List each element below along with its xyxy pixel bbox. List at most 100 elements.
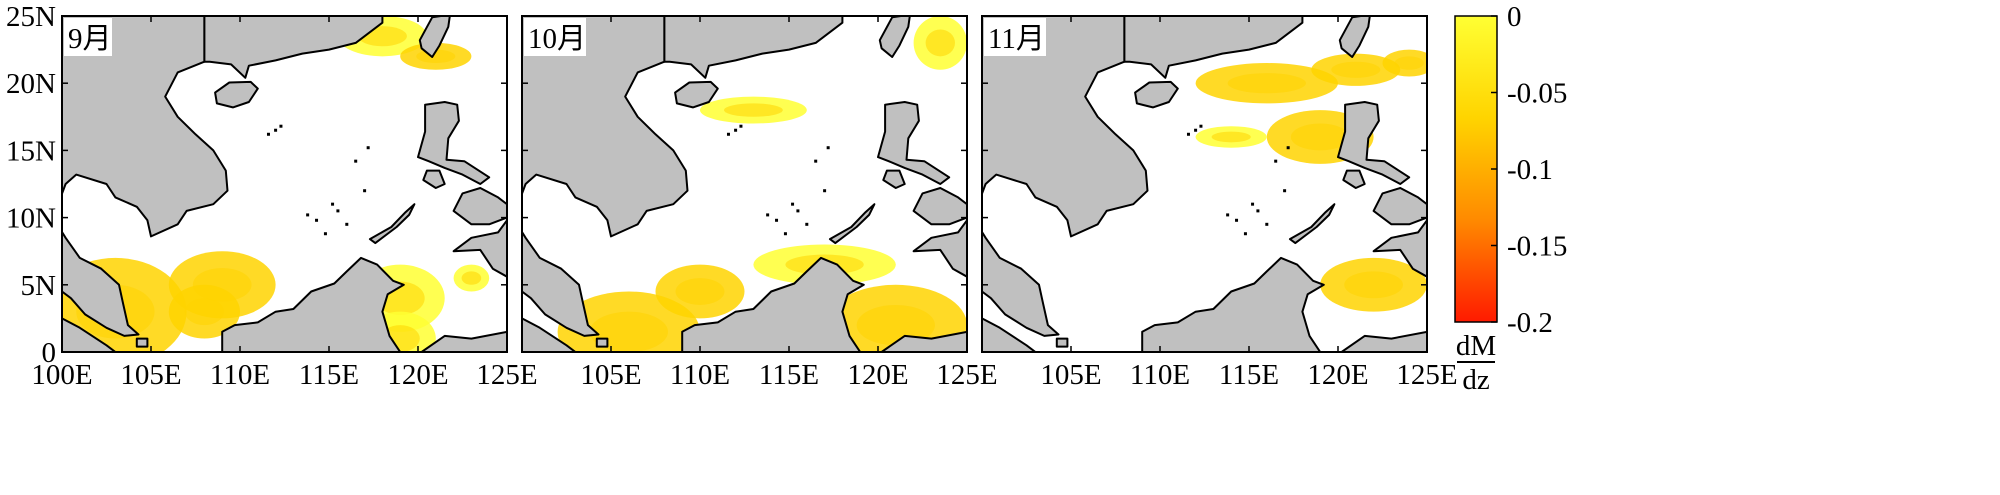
- x-tick-label: 120E: [847, 359, 908, 391]
- island-mark: [739, 124, 743, 128]
- colorbar-tick-label: -0.1: [1507, 154, 1553, 186]
- island-mark: [1199, 124, 1203, 128]
- colorbar-unit-numerator: dM: [1456, 330, 1496, 362]
- anomaly-patch-core: [1344, 271, 1403, 299]
- island-mark: [726, 132, 730, 136]
- landmass: [828, 203, 876, 245]
- island-mark: [1256, 209, 1260, 213]
- island-mark: [315, 218, 319, 222]
- island-mark: [345, 222, 349, 226]
- land: [982, 16, 1427, 352]
- landmass: [880, 330, 967, 352]
- island-mark: [734, 128, 738, 132]
- island-mark: [1265, 222, 1269, 226]
- x-tick-label: 125E: [476, 359, 537, 391]
- land: [62, 16, 507, 352]
- landmass: [912, 187, 967, 226]
- colorbar-tick-label: -0.05: [1507, 78, 1567, 110]
- landmass: [368, 203, 416, 245]
- island-mark: [775, 218, 779, 222]
- island-mark: [1274, 159, 1278, 163]
- anomaly-patch-core: [856, 304, 935, 346]
- landmass: [452, 219, 507, 278]
- landmass: [135, 337, 149, 348]
- colorbar-unit-denominator: dz: [1462, 364, 1490, 396]
- month-label-background: [984, 18, 1046, 56]
- colorbar-gradient: [1454, 15, 1498, 323]
- landmass: [417, 101, 491, 185]
- landmass: [681, 256, 865, 352]
- x-tick-label: 125E: [936, 359, 997, 391]
- landmass: [1134, 80, 1179, 109]
- y-tick-label: 20N: [6, 68, 56, 100]
- anomaly-patch-core: [724, 103, 783, 117]
- map-frame: [521, 15, 968, 353]
- landmass: [62, 16, 229, 337]
- x-tick-label: 100E: [31, 359, 92, 391]
- landmass: [62, 317, 117, 352]
- month-label-background: [524, 18, 586, 56]
- island-mark: [796, 209, 800, 213]
- x-tick-label: 105E: [580, 359, 641, 391]
- map-panel-oct: 105E 110E 115E 120E 125E 10月: [521, 15, 998, 391]
- island-mark: [1286, 146, 1290, 150]
- y-tick-label: 0: [42, 337, 57, 369]
- y-tick-label: 5N: [21, 270, 57, 302]
- landmass: [882, 169, 906, 189]
- island-mark: [363, 189, 367, 193]
- x-tick-label: 125E: [1396, 359, 1457, 391]
- x-tick-label: 110E: [1130, 359, 1190, 391]
- map-panel-nov: 105E 110E 115E 120E 125E 11月: [981, 15, 1458, 391]
- colorbar-tick-label: 0: [1507, 1, 1522, 33]
- landmass: [221, 256, 405, 352]
- anomaly-patch-core: [1331, 61, 1381, 78]
- anomaly-field: [1195, 49, 1427, 312]
- island-mark: [823, 189, 827, 193]
- landmass: [1340, 330, 1427, 352]
- landmass: [1342, 169, 1366, 189]
- y-tick-label: 15N: [6, 135, 56, 167]
- landmass: [1288, 203, 1336, 245]
- island-mark: [366, 146, 370, 150]
- x-tick-label: 115E: [759, 359, 819, 391]
- landmass: [1055, 337, 1069, 348]
- island-mark: [1226, 213, 1230, 217]
- anomaly-patch-core: [1290, 123, 1350, 151]
- y-tick-label: 10N: [6, 203, 56, 235]
- landmass: [982, 16, 1149, 337]
- anomaly-patch-core: [184, 298, 224, 326]
- island-mark: [783, 232, 787, 236]
- island-mark: [274, 128, 278, 132]
- x-tick-label: 115E: [299, 359, 359, 391]
- island-mark: [1251, 202, 1255, 206]
- x-tick-label: 110E: [210, 359, 270, 391]
- anomaly-patch-core: [675, 278, 725, 305]
- month-label-text: 10月: [528, 23, 586, 55]
- map-panel-sep: 100E 105E 110E 115E 120E 125E 0 5N 10N 15N 20N 25N 9…: [6, 1, 538, 391]
- y-tick-label: 25N: [6, 1, 56, 33]
- x-tick-label: 105E: [120, 359, 181, 391]
- island-mark: [266, 132, 270, 136]
- colorbar-tick-label: -0.2: [1507, 307, 1553, 339]
- island-mark: [1235, 218, 1239, 222]
- anomaly-patch-core: [1394, 56, 1424, 70]
- anomaly-patch-core: [589, 311, 668, 352]
- anomaly-field: [557, 16, 967, 352]
- island-mark: [1186, 132, 1190, 136]
- island-mark: [323, 232, 327, 236]
- anomaly-patch-core: [1211, 131, 1251, 143]
- month-label: 10月: [524, 18, 586, 56]
- landmass: [214, 80, 259, 109]
- map-frame: [981, 15, 1428, 353]
- colorbar: 0 -0.05 -0.1 -0.15 -0.2 dM dz: [1454, 1, 1567, 396]
- island-mark: [1194, 128, 1198, 132]
- landmass: [420, 330, 507, 352]
- x-tick-label: 105E: [1040, 359, 1101, 391]
- island-mark: [336, 209, 340, 213]
- island-mark: [814, 159, 818, 163]
- landmass: [982, 317, 1037, 352]
- island-mark: [766, 213, 770, 217]
- landmass: [674, 80, 719, 109]
- month-label: 9月: [64, 18, 112, 56]
